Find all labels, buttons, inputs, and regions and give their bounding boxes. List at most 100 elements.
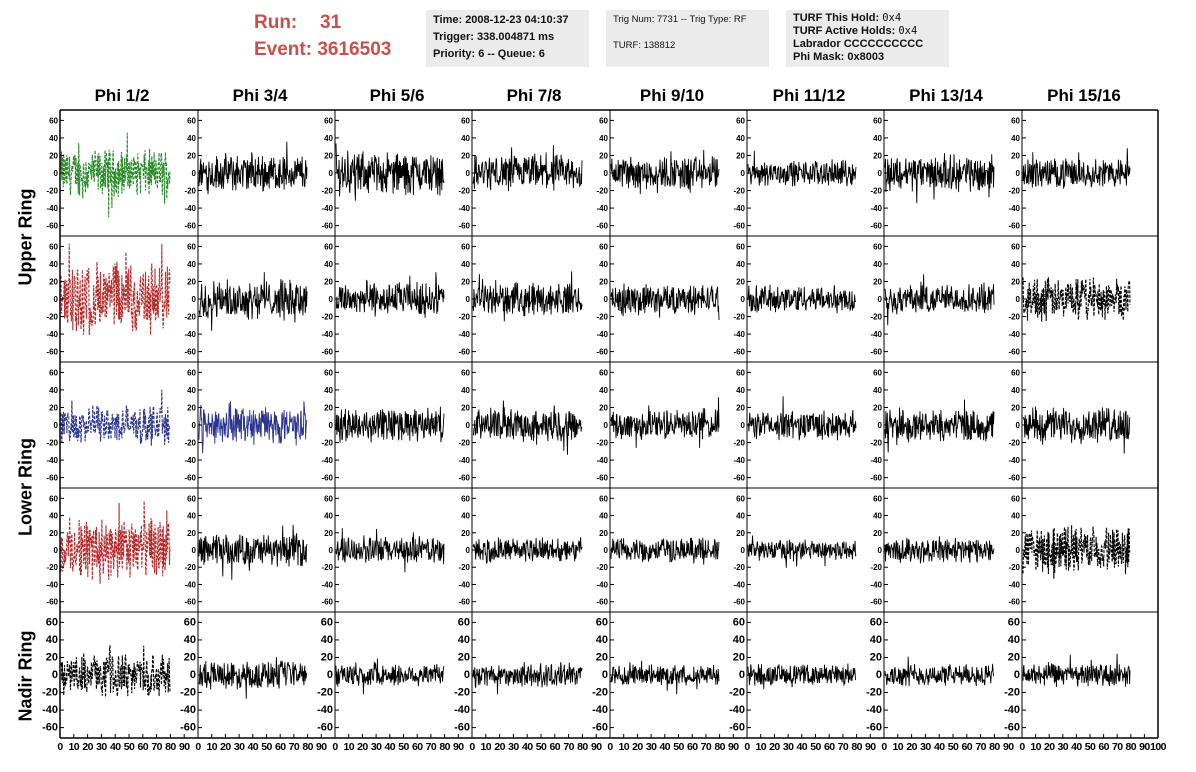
ytick-label-r3-c5: 60: [736, 494, 745, 503]
xtick-label-c7: 0: [1019, 741, 1025, 753]
xtick-label-c7: 60: [1098, 741, 1109, 753]
ytick-label-r3-c3: 40: [461, 512, 470, 521]
xtick-label-c5: 40: [797, 741, 808, 753]
xtick-label-c3: 50: [536, 741, 547, 753]
ytick-label-r0-c5: -40: [733, 204, 745, 213]
ytick-label-r2-c4: -40: [596, 456, 608, 465]
xtick-label-c1: 50: [261, 741, 272, 753]
ytick-label-r2-c7: 0: [1016, 421, 1021, 430]
ytick-label-r3-c3: 60: [461, 494, 470, 503]
xtick-label-c4: 60: [687, 741, 698, 753]
xtick-label-c2: 90: [453, 741, 464, 753]
col-header-phi-1-2: Phi 1/2: [94, 86, 150, 105]
ytick-label-r3-c7: 0: [1016, 546, 1021, 555]
ytick-label-r3-c3: -60: [458, 598, 470, 607]
ytick-label-r3-c1: 60: [187, 494, 196, 503]
ytick-label-r3-c4: -40: [596, 580, 608, 589]
ytick-label-r3-c6: -40: [870, 580, 882, 589]
xtick-label-c6: 80: [989, 741, 1000, 753]
ytick-label-r1-c3: -40: [458, 330, 470, 339]
xtick-label-c6: 20: [906, 741, 917, 753]
ytick-label-r3-c2: 20: [324, 529, 333, 538]
ytick-label-r2-c4: 60: [599, 368, 608, 377]
ytick-label-r4-c3: -20: [454, 687, 470, 699]
xtick-label-c2: 0: [332, 741, 338, 753]
ytick-label-r3-c4: -60: [596, 598, 608, 607]
ytick-label-r3-c4: 0: [604, 546, 609, 555]
ytick-label-r2-c4: 0: [604, 421, 609, 430]
ytick-label-r3-c4: 60: [599, 494, 608, 503]
ytick-label-r0-c4: -60: [596, 222, 608, 231]
waveform-r3-c1: [198, 524, 308, 580]
ytick-label-r4-c1: 40: [184, 634, 196, 646]
ytick-label-r2-c2: 60: [324, 368, 333, 377]
ytick-label-r0-c3: -20: [458, 187, 470, 196]
waveform-r1-c7: [1022, 277, 1131, 322]
xtick-label-c6: 10: [893, 741, 904, 753]
xtick-label-c2: 50: [398, 741, 409, 753]
xtick-label-c4: 20: [632, 741, 643, 753]
ytick-label-r1-c5: 0: [741, 295, 746, 304]
col-header-phi-7-8: Phi 7/8: [506, 86, 562, 105]
ytick-label-r4-c4: -20: [592, 687, 608, 699]
ytick-label-r4-c0: -40: [42, 704, 58, 716]
ytick-label-r4-c7: 60: [1008, 616, 1020, 628]
turf-this-hold-value: 0x4: [882, 12, 902, 24]
ytick-label-r1-c1: -20: [184, 313, 196, 322]
col-header-phi-3-4: Phi 3/4: [232, 86, 288, 105]
ytick-label-r2-c0: -40: [46, 456, 58, 465]
waveform-r0-c2: [335, 143, 445, 201]
ytick-label-r4-c5: -20: [729, 687, 745, 699]
waveform-r3-c2: [335, 528, 445, 573]
ytick-label-r0-c7: 40: [1011, 134, 1020, 143]
ytick-label-r1-c5: 40: [736, 260, 745, 269]
ytick-label-r3-c5: 40: [736, 512, 745, 521]
ytick-label-r0-c3: 0: [466, 169, 471, 178]
ytick-label-r4-c7: 40: [1008, 634, 1020, 646]
ytick-label-r4-c4: 60: [596, 616, 608, 628]
ytick-label-r1-c2: -20: [321, 313, 333, 322]
ytick-label-r1-c3: 0: [466, 295, 471, 304]
xtick-label-c3: 70: [563, 741, 574, 753]
ytick-label-r4-c1: 20: [184, 651, 196, 663]
ytick-label-r0-c2: 20: [324, 151, 333, 160]
ytick-label-r1-c4: 20: [599, 277, 608, 286]
xtick-label-c0: 60: [138, 741, 149, 753]
ytick-label-r3-c0: 60: [49, 494, 58, 503]
ytick-label-r3-c3: -40: [458, 580, 470, 589]
ytick-label-r1-c2: 0: [329, 295, 334, 304]
ytick-label-r3-c7: 20: [1011, 529, 1020, 538]
ytick-label-r3-c0: 20: [49, 529, 58, 538]
waveform-r2-c6: [884, 399, 995, 453]
ytick-label-r1-c0: -20: [46, 313, 58, 322]
ytick-label-r0-c4: -40: [596, 204, 608, 213]
ytick-label-r2-c2: 20: [324, 403, 333, 412]
ytick-label-r2-c0: -60: [46, 474, 58, 483]
waveform-r4-c4: [610, 660, 720, 695]
ytick-label-r1-c7: 0: [1016, 295, 1021, 304]
waveform-r1-c5: [747, 284, 857, 314]
waveform-r1-c0: [60, 243, 171, 335]
ytick-label-r1-c1: 40: [187, 260, 196, 269]
xtick-label-c6: 40: [934, 741, 945, 753]
ytick-label-r2-c2: -20: [321, 439, 333, 448]
run-label: Run:: [254, 12, 298, 33]
ytick-label-r0-c1: -40: [184, 204, 196, 213]
ytick-label-r3-c1: -60: [184, 598, 196, 607]
ytick-label-r4-c1: -60: [180, 722, 196, 734]
ytick-label-r2-c3: -60: [458, 474, 470, 483]
waveform-r0-c6: [884, 153, 995, 204]
ytick-label-r2-c6: 60: [873, 368, 882, 377]
ytick-label-r1-c3: -60: [458, 348, 470, 357]
ytick-label-r0-c7: -40: [1008, 204, 1020, 213]
ytick-label-r2-c5: 0: [741, 421, 746, 430]
xtick-label-c7: 100: [1150, 741, 1166, 753]
turf-this-hold-label: TURF This Hold:: [793, 12, 880, 24]
ytick-label-r3-c1: 20: [187, 529, 196, 538]
ytick-label-r0-c6: 0: [878, 169, 883, 178]
ytick-label-r2-c4: -20: [596, 439, 608, 448]
xtick-label-c3: 60: [550, 741, 561, 753]
ytick-label-r3-c2: -40: [321, 580, 333, 589]
waveform-r2-c2: [335, 406, 445, 443]
